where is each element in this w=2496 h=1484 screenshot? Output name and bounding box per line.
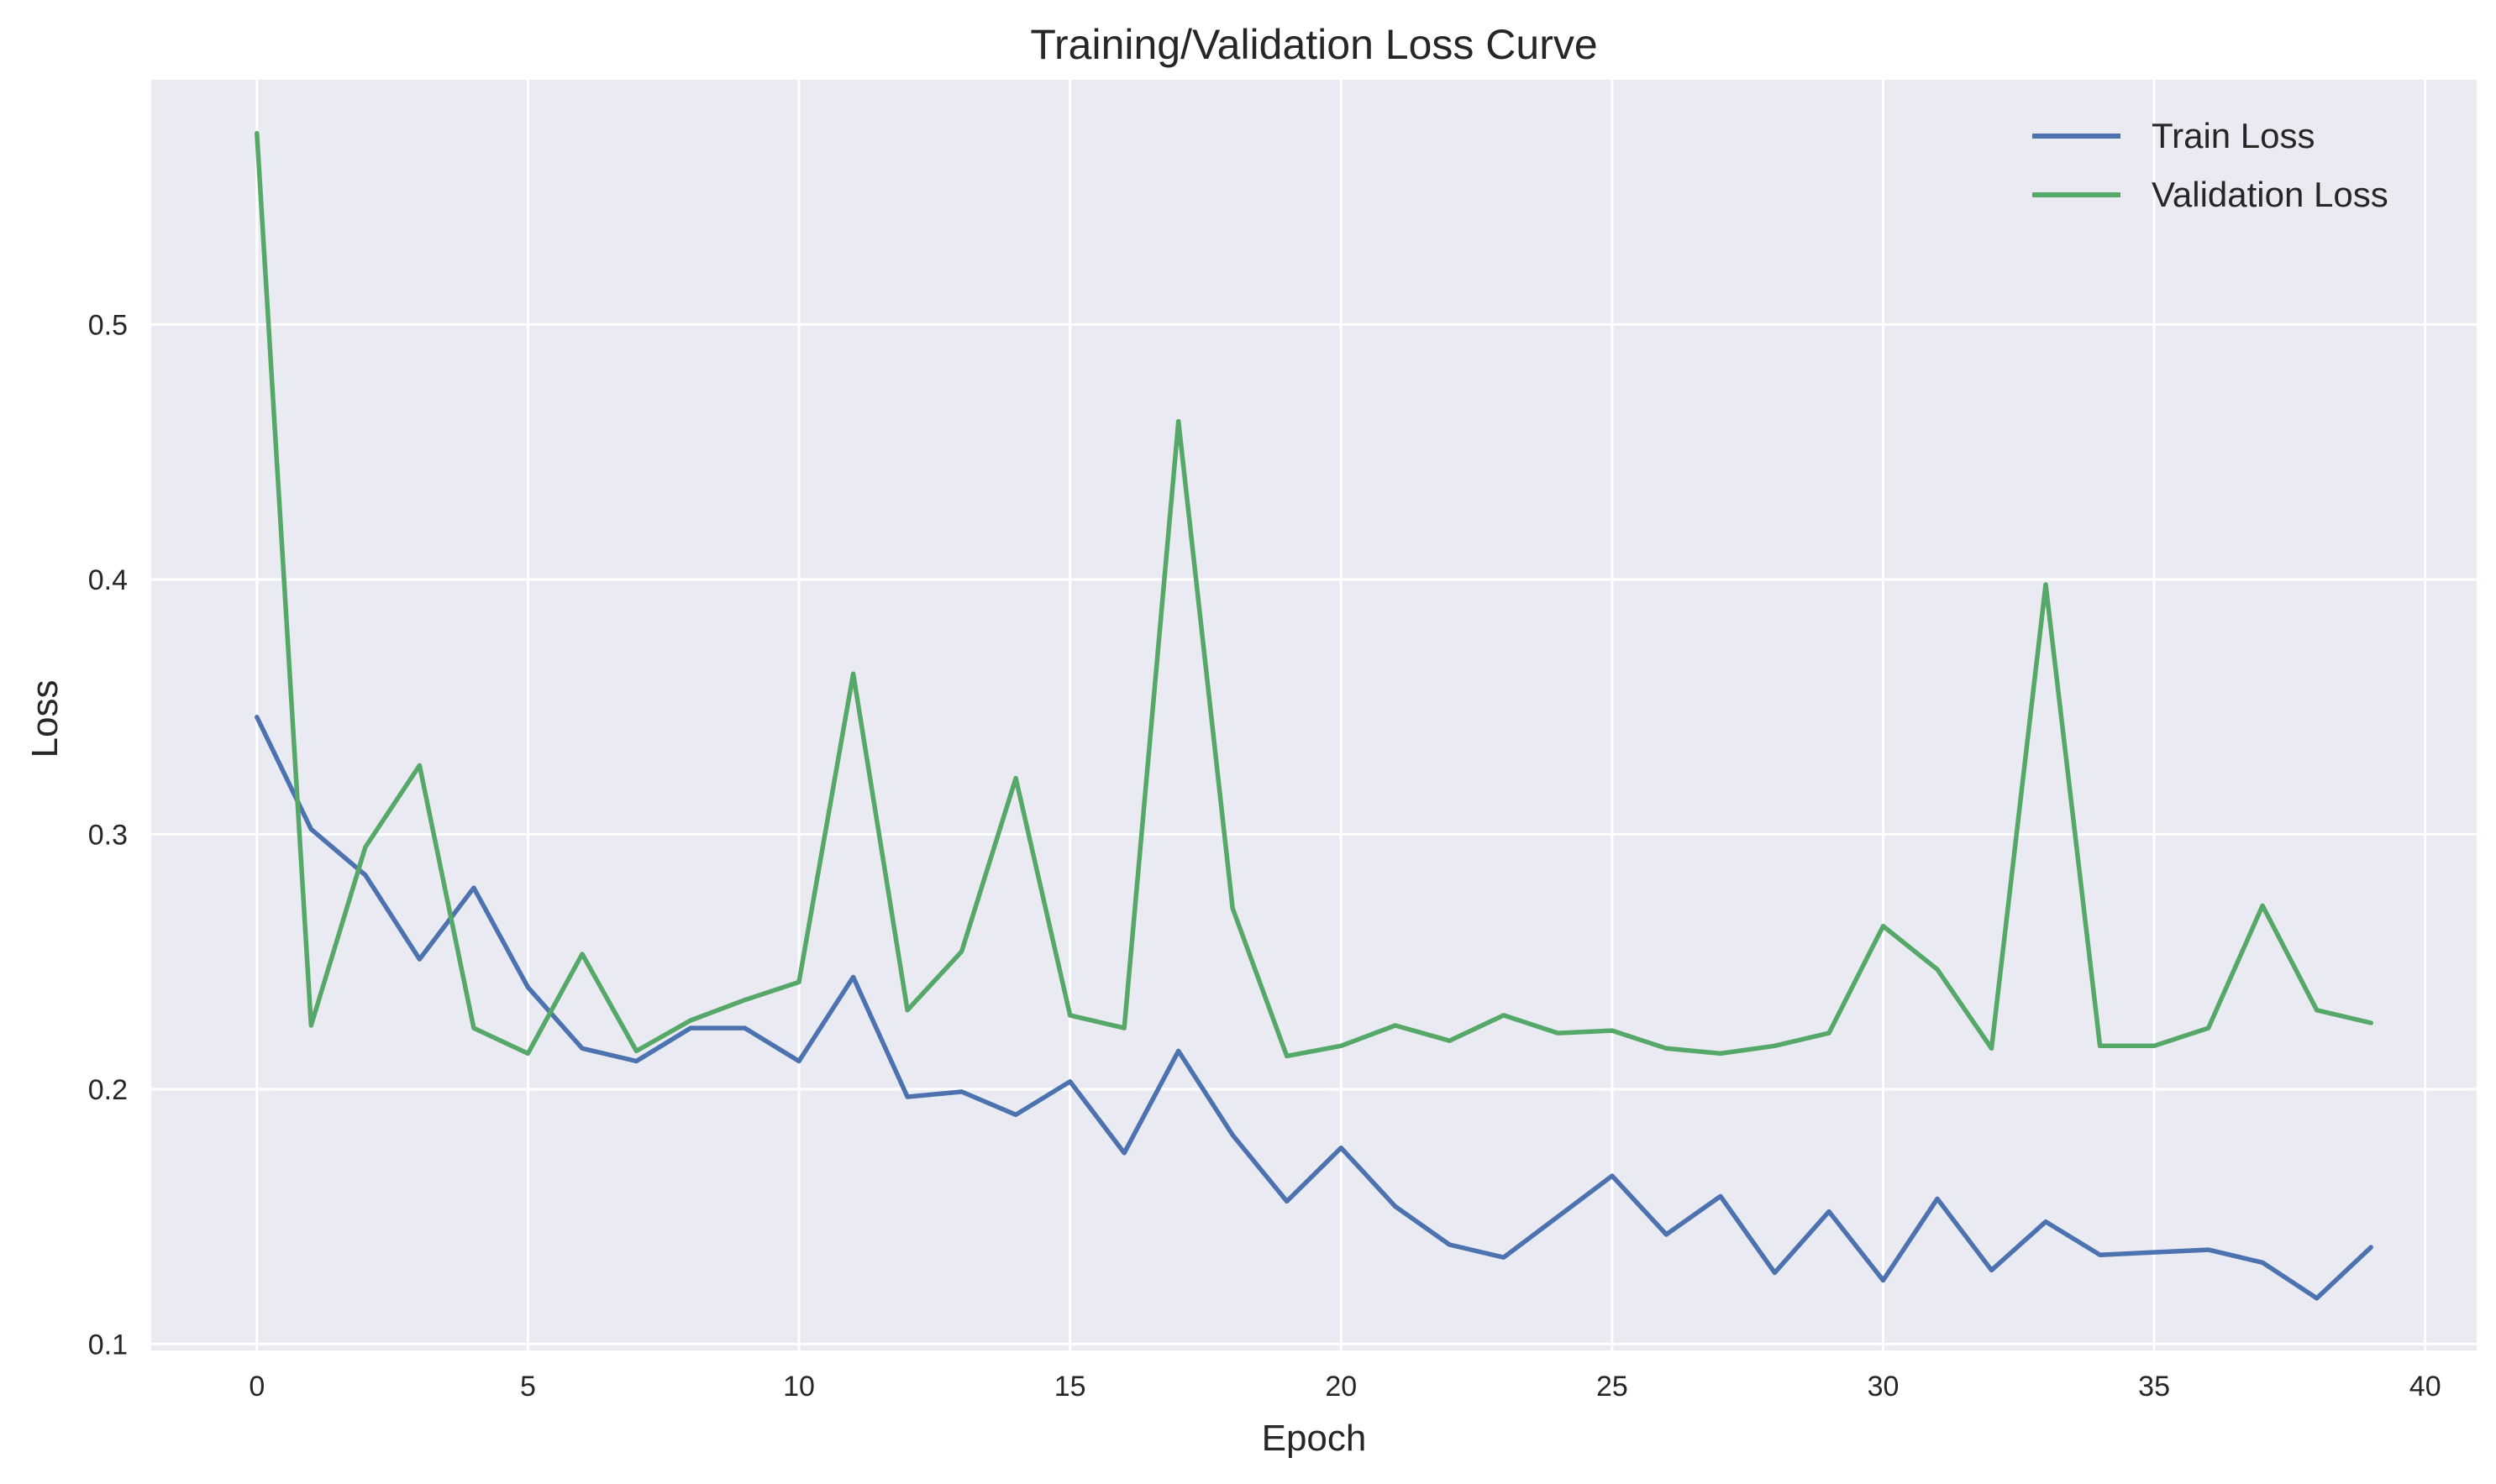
- data-point-train-loss: [1503, 1257, 1504, 1258]
- data-point-validation-loss: [419, 765, 420, 766]
- legend-label-validation-loss: Validation Loss: [2152, 175, 2388, 214]
- data-point-validation-loss: [1286, 1056, 1287, 1057]
- data-point-train-loss: [1016, 1114, 1017, 1115]
- y-tick-labels: 0.1 0.2 0.3 0.4 0.5: [88, 309, 128, 1361]
- y-tick-label: 0.5: [88, 309, 128, 341]
- x-axis-label: Epoch: [1262, 1418, 1367, 1459]
- data-point-validation-loss: [907, 1009, 908, 1010]
- series-lines: [255, 130, 2373, 1301]
- data-point-validation-loss: [2262, 905, 2263, 906]
- chart-title: Training/Validation Loss Curve: [1030, 21, 1597, 68]
- x-tick-label: 5: [520, 1371, 536, 1403]
- data-point-train-loss: [2154, 1252, 2155, 1253]
- data-point-train-loss: [1611, 1176, 1612, 1177]
- data-point-train-loss: [744, 1028, 745, 1029]
- y-axis-label: Loss: [24, 680, 66, 758]
- x-tick-label: 30: [1868, 1371, 1900, 1403]
- data-point-train-loss: [1774, 1272, 1775, 1273]
- data-point-train-loss: [961, 1091, 962, 1092]
- data-point-validation-loss: [2371, 1023, 2372, 1024]
- data-point-validation-loss: [311, 1025, 312, 1026]
- data-point-train-loss: [256, 716, 257, 717]
- x-tick-labels: 0 5 10 15 20 25 30 35 40: [249, 1371, 2441, 1403]
- x-tick-label: 15: [1054, 1371, 1086, 1403]
- series-line-validation-loss: [255, 130, 2373, 1059]
- data-point-validation-loss: [744, 999, 745, 1000]
- data-point-validation-loss: [1666, 1048, 1667, 1049]
- data-point-train-loss: [582, 1048, 583, 1049]
- data-point-train-loss: [799, 1061, 800, 1062]
- data-point-train-loss: [907, 1097, 908, 1098]
- data-point-validation-loss: [1937, 969, 1938, 970]
- data-point-train-loss: [419, 959, 420, 960]
- data-point-train-loss: [2371, 1247, 2372, 1248]
- x-tick-label: 40: [2409, 1371, 2441, 1403]
- data-point-train-loss: [1341, 1147, 1342, 1148]
- data-point-validation-loss: [1829, 1033, 1830, 1034]
- data-point-train-loss: [636, 1061, 637, 1062]
- data-point-validation-loss: [1232, 908, 1233, 909]
- data-point-train-loss: [2262, 1262, 2263, 1263]
- data-point-validation-loss: [1178, 421, 1179, 422]
- data-point-train-loss: [1286, 1201, 1287, 1202]
- data-point-train-loss: [2208, 1250, 2209, 1251]
- x-tick-label: 25: [1596, 1371, 1628, 1403]
- data-point-validation-loss: [2208, 1028, 2209, 1029]
- data-point-train-loss: [1666, 1234, 1667, 1235]
- data-point-train-loss: [1720, 1196, 1721, 1197]
- x-tick-label: 0: [249, 1371, 265, 1403]
- data-point-train-loss: [1069, 1081, 1070, 1082]
- y-tick-label: 0.3: [88, 819, 128, 851]
- y-tick-label: 0.1: [88, 1329, 128, 1361]
- x-tick-label: 35: [2138, 1371, 2170, 1403]
- data-point-train-loss: [1991, 1270, 1992, 1271]
- x-tick-label: 10: [783, 1371, 815, 1403]
- data-point-validation-loss: [1124, 1028, 1125, 1029]
- legend-label-train-loss: Train Loss: [2152, 116, 2315, 155]
- data-point-validation-loss: [256, 133, 257, 134]
- data-point-train-loss: [1829, 1211, 1830, 1212]
- legend: Train Loss Validation Loss: [2032, 116, 2388, 214]
- data-point-validation-loss: [799, 982, 800, 983]
- data-point-train-loss: [1937, 1198, 1938, 1199]
- data-point-train-loss: [2046, 1221, 2047, 1222]
- data-point-validation-loss: [1016, 778, 1017, 779]
- series-line-train-loss: [255, 715, 2373, 1301]
- data-point-validation-loss: [1611, 1030, 1612, 1031]
- data-point-validation-loss: [1991, 1048, 1992, 1049]
- y-tick-label: 0.4: [88, 564, 128, 596]
- data-point-validation-loss: [582, 954, 583, 955]
- data-point-train-loss: [853, 977, 854, 978]
- data-point-train-loss: [473, 888, 474, 889]
- x-tick-label: 20: [1325, 1371, 1357, 1403]
- data-point-train-loss: [1124, 1152, 1125, 1153]
- data-point-train-loss: [2099, 1255, 2100, 1256]
- y-tick-label: 0.2: [88, 1074, 128, 1106]
- data-point-train-loss: [311, 829, 312, 830]
- plot-area: [151, 80, 2477, 1350]
- data-point-validation-loss: [1720, 1053, 1721, 1054]
- data-point-validation-loss: [473, 1028, 474, 1029]
- grid-lines: [151, 80, 2477, 1350]
- data-point-validation-loss: [2316, 1009, 2317, 1010]
- data-point-train-loss: [1883, 1280, 1884, 1281]
